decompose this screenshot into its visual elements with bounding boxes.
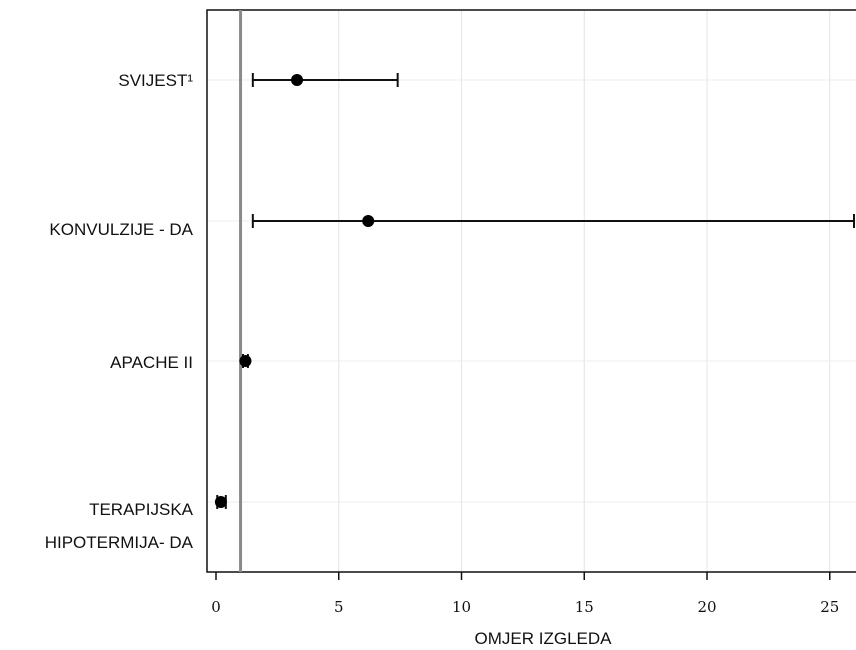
gridlines <box>207 10 856 572</box>
x-tick-label: 20 <box>697 598 716 616</box>
x-tick-label: 0 <box>211 598 221 616</box>
x-tick-label: 5 <box>334 598 344 616</box>
x-tick-label: 10 <box>452 598 471 616</box>
point-estimate <box>362 215 375 227</box>
point-estimate <box>214 496 227 508</box>
category-label: KONVULZIJE - DA <box>49 220 193 239</box>
category-label: TERAPIJSKA <box>89 500 194 519</box>
data-marks <box>214 73 855 509</box>
x-axis: 0 5 10 15 20 25 <box>211 572 839 616</box>
category-label: SVIJEST¹ <box>118 71 193 90</box>
plot-frame <box>206 9 856 573</box>
point-estimate <box>239 355 252 367</box>
category-label: HIPOTERMIJA- DA <box>45 533 194 552</box>
x-tick-label: 15 <box>575 598 594 616</box>
x-axis-title: OMJER IZGLEDA <box>475 629 613 648</box>
x-tick-label: 25 <box>820 598 839 616</box>
category-labels: SVIJEST¹ KONVULZIJE - DA APACHE II TERAPIJS… <box>45 71 194 552</box>
point-estimate <box>291 74 304 86</box>
category-label: APACHE II <box>110 353 193 372</box>
